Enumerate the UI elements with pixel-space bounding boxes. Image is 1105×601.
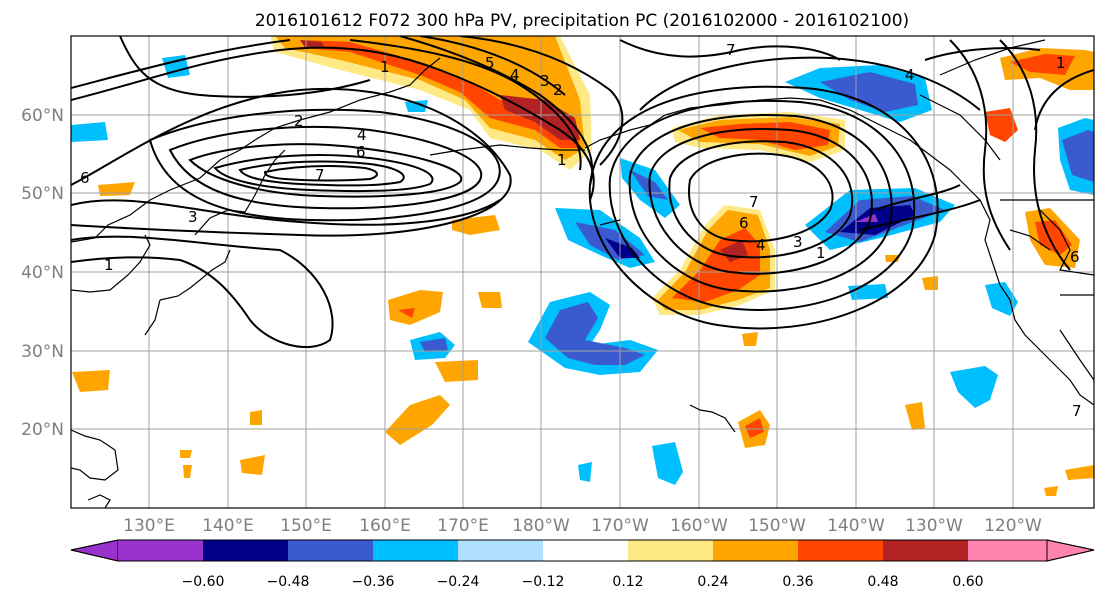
- lat-label-40n: 40°N: [21, 263, 64, 283]
- lat-label-50n: 50°N: [21, 184, 64, 204]
- colorbar-bin-1: [118, 540, 203, 561]
- pv-label-1: 1: [1056, 54, 1066, 72]
- lon-label-130w: 130°W: [905, 516, 963, 536]
- lon-label-170e: 170°E: [437, 516, 489, 536]
- colorbar-tick-label: 0.60: [952, 574, 983, 590]
- colorbar-bin-3: [288, 540, 373, 561]
- colorbar-bin-5: [458, 540, 543, 561]
- pv-label-6: 6: [739, 214, 749, 232]
- pv-label-7: 7: [749, 193, 759, 211]
- lon-label-140w: 140°W: [827, 516, 885, 536]
- map-gridlines: [71, 36, 1094, 508]
- pv-label-1: 1: [816, 244, 826, 262]
- pv-label-3: 3: [540, 72, 550, 90]
- pv-label-4: 4: [357, 126, 367, 144]
- pv-label-7: 7: [726, 41, 736, 59]
- pv-contours: [71, 36, 1094, 349]
- map-panel: 7 6 4 2 3 1 6 1 5 4 3 2 1 7 6 4 3 1 7 4: [70, 35, 1095, 509]
- colorbar-bin-4: [373, 540, 458, 561]
- colorbar-bin-11: [968, 540, 1047, 561]
- colorbar-extend-right: [1046, 539, 1095, 562]
- pv-label-3: 3: [188, 208, 198, 226]
- pv-label-6: 6: [356, 143, 366, 161]
- pv-label-2: 2: [294, 112, 304, 130]
- precip-positive-shading: [72, 36, 1094, 496]
- pv-label-6: 6: [80, 169, 90, 187]
- pv-label-5: 5: [485, 54, 495, 72]
- pv-label-1: 1: [104, 256, 114, 274]
- colorbar-bin-10: [883, 540, 968, 561]
- pv-label-1: 1: [557, 151, 567, 169]
- map-title: 2016101612 F072 300 hPa PV, precipitatio…: [255, 11, 909, 31]
- pv-label-1: 1: [380, 58, 390, 76]
- pv-label-3: 3: [793, 233, 803, 251]
- pv-label-4: 4: [756, 236, 766, 254]
- colorbar-bin-2: [203, 540, 288, 561]
- lon-label-150e: 150°E: [280, 516, 332, 536]
- colorbar-tick-label: −0.60: [182, 574, 225, 590]
- colorbar-bin-7: [628, 540, 713, 561]
- colorbar-tick-label: −0.36: [352, 574, 395, 590]
- lat-label-20n: 20°N: [21, 420, 64, 440]
- colorbar: −0.60 −0.48 −0.36 −0.24 −0.12 0.12 0.24 …: [70, 539, 1095, 590]
- colorbar-bin-8: [713, 540, 798, 561]
- pv-label-7: 7: [1072, 402, 1082, 420]
- pv-label-6: 6: [1070, 248, 1080, 266]
- colorbar-bin-6: [543, 540, 628, 561]
- pv-contour-labels: 7 6 4 2 3 1 6 1 5 4 3 2 1 7 6 4 3 1 7 4: [80, 41, 1082, 420]
- pv-label-7: 7: [315, 166, 325, 184]
- lon-label-140e: 140°E: [202, 516, 254, 536]
- lon-label-160e: 160°E: [359, 516, 411, 536]
- colorbar-tick-label: −0.48: [267, 574, 310, 590]
- pv-label-4: 4: [905, 66, 915, 84]
- colorbar-bin-0: [70, 539, 119, 562]
- lat-label-30n: 30°N: [21, 342, 64, 362]
- colorbar-tick-label: −0.24: [437, 574, 480, 590]
- latitude-labels: 60°N 50°N 40°N 30°N 20°N: [21, 106, 64, 440]
- pv-label-4: 4: [510, 66, 520, 84]
- lon-label-120w: 120°W: [984, 516, 1042, 536]
- colorbar-tick-label: 0.48: [867, 574, 898, 590]
- colorbar-tick-label: 0.36: [782, 574, 813, 590]
- lon-label-170w: 170°W: [591, 516, 649, 536]
- lon-label-150w: 150°W: [748, 516, 806, 536]
- colorbar-tick-label: 0.12: [612, 574, 643, 590]
- coastlines: [71, 39, 1094, 508]
- lon-label-160w: 160°W: [670, 516, 728, 536]
- colorbar-tick-label: −0.12: [522, 574, 565, 590]
- colorbar-tick-label: 0.24: [697, 574, 728, 590]
- pv-label-2: 2: [553, 81, 563, 99]
- lon-label-130e: 130°E: [123, 516, 175, 536]
- lat-label-60n: 60°N: [21, 106, 64, 126]
- colorbar-bin-9: [798, 540, 883, 561]
- longitude-labels: 130°E 140°E 150°E 160°E 170°E 180°W 170°…: [123, 516, 1042, 536]
- lon-label-180w: 180°W: [512, 516, 570, 536]
